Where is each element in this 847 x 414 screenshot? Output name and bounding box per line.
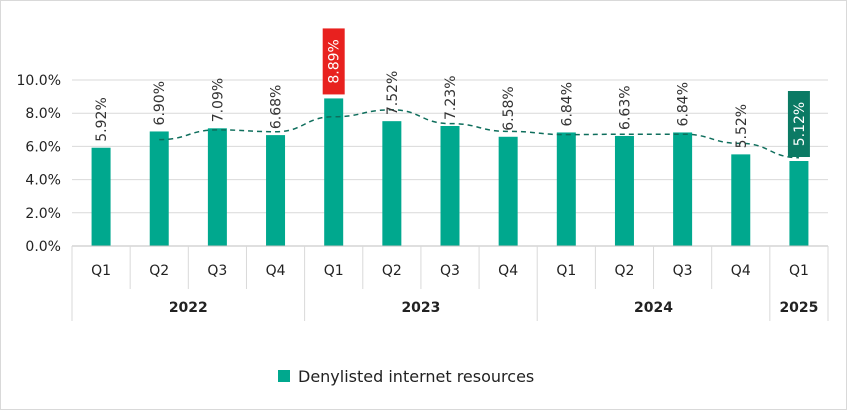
bar [266, 135, 286, 246]
trendline-group [159, 109, 799, 159]
x-tick-label: Q4 [498, 263, 518, 279]
data-label: 6.84% [559, 82, 575, 126]
data-label: 6.63% [617, 85, 633, 129]
x-tick-label: Q1 [324, 263, 344, 279]
data-label: 5.52% [734, 104, 750, 148]
x-tick-label: Q4 [731, 263, 751, 279]
x-tick-label: Q3 [207, 263, 227, 279]
bar [789, 161, 809, 246]
y-tick-label: 8.0% [25, 106, 61, 122]
data-label: 6.84% [676, 82, 692, 126]
year-group-label: 2025 [779, 300, 818, 316]
bar [498, 136, 518, 246]
data-label: 5.92% [94, 97, 110, 141]
legend: Denylisted internet resources [278, 367, 534, 386]
x-axis: Q1 Q2 Q3 Q4 Q1 Q2 Q3 Q4 Q1 Q2 Q3 Q4 Q1 2022 2023 2024 20… [71, 245, 829, 321]
data-label: 6.58% [501, 86, 517, 130]
x-tick-label: Q3 [673, 263, 693, 279]
data-label: 7.52% [385, 71, 401, 115]
y-tick-label: 0.0% [25, 239, 61, 255]
data-label-highlight [787, 91, 810, 158]
bar [207, 128, 227, 246]
trendline [159, 109, 799, 159]
bar [731, 154, 751, 246]
data-label: 6.90% [152, 81, 168, 125]
bar [91, 147, 111, 246]
bar [440, 125, 460, 246]
bar [149, 131, 169, 246]
x-tick-label: Q1 [91, 263, 111, 279]
data-label: 6.68% [269, 85, 285, 129]
year-group-label: 2022 [169, 300, 208, 316]
bar [673, 132, 693, 246]
data-labels: 5.92% 6.90% 7.09% 6.68% 8.89% 7.52% 7.23% 6.58%… [94, 28, 810, 158]
year-group-label: 2023 [401, 300, 440, 316]
y-axis-ticks: 0.0% 2.0% 4.0% 6.0% 8.0% 10.0% [17, 73, 61, 255]
data-label: 7.23% [443, 75, 459, 119]
bar [614, 135, 634, 246]
data-label-highlight [322, 28, 345, 95]
bar [556, 132, 576, 246]
x-tick-label: Q2 [614, 263, 634, 279]
data-label: 7.09% [210, 78, 226, 122]
y-tick-label: 10.0% [17, 73, 61, 89]
legend-label: Denylisted internet resources [298, 367, 534, 386]
bar [382, 121, 402, 246]
bar [324, 98, 344, 247]
data-label: 5.12% [792, 102, 808, 146]
x-tick-label: Q1 [556, 263, 576, 279]
x-tick-label: Q2 [149, 263, 169, 279]
y-tick-label: 4.0% [25, 173, 61, 189]
x-tick-label: Q3 [440, 263, 460, 279]
legend-swatch [278, 370, 290, 382]
bars [91, 98, 809, 247]
y-tick-label: 6.0% [25, 139, 61, 155]
data-label: 8.89% [327, 39, 343, 83]
y-tick-label: 2.0% [25, 206, 61, 222]
x-tick-label: Q1 [789, 263, 809, 279]
year-group-label: 2024 [634, 300, 673, 316]
x-tick-label: Q4 [266, 263, 286, 279]
x-tick-label: Q2 [382, 263, 402, 279]
